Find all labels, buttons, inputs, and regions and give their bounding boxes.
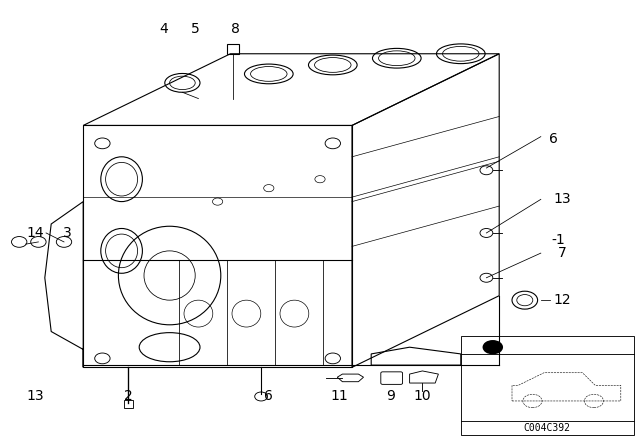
Text: 14: 14 xyxy=(26,226,44,240)
Text: 3: 3 xyxy=(63,226,72,240)
Circle shape xyxy=(483,340,503,354)
Text: C004C392: C004C392 xyxy=(524,423,571,433)
Text: 9: 9 xyxy=(386,389,395,404)
Text: -1: -1 xyxy=(551,233,565,247)
Text: 5: 5 xyxy=(191,22,200,36)
Text: 13: 13 xyxy=(553,192,571,207)
Text: 6: 6 xyxy=(264,389,273,404)
Text: 6: 6 xyxy=(549,132,558,146)
Text: 12: 12 xyxy=(553,293,571,307)
Text: 4: 4 xyxy=(159,22,168,36)
Text: 8: 8 xyxy=(231,22,240,36)
Text: 11: 11 xyxy=(330,389,348,404)
Text: 10: 10 xyxy=(413,389,431,404)
Text: 13: 13 xyxy=(26,389,44,404)
Text: 2: 2 xyxy=(124,389,132,404)
Text: 7: 7 xyxy=(557,246,566,260)
